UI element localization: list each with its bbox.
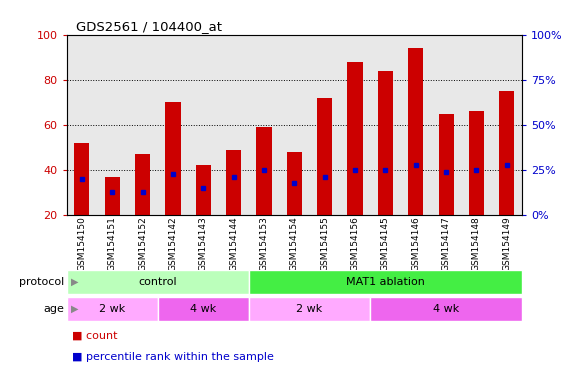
- Text: 2 wk: 2 wk: [99, 304, 125, 314]
- Bar: [287, 152, 302, 215]
- Text: ■ count: ■ count: [72, 331, 118, 341]
- Text: ▶: ▶: [71, 304, 79, 314]
- Text: ▶: ▶: [71, 277, 79, 287]
- Bar: [135, 154, 150, 215]
- Bar: [370, 297, 522, 321]
- Bar: [226, 150, 241, 215]
- Text: MAT1 ablation: MAT1 ablation: [346, 277, 425, 287]
- Bar: [195, 166, 211, 215]
- Bar: [256, 127, 271, 215]
- Text: age: age: [43, 304, 64, 314]
- Bar: [158, 297, 249, 321]
- Bar: [408, 48, 423, 215]
- Bar: [74, 143, 89, 215]
- Bar: [104, 177, 120, 215]
- Bar: [347, 62, 362, 215]
- Bar: [249, 270, 522, 294]
- Text: GDS2561 / 104400_at: GDS2561 / 104400_at: [76, 20, 222, 33]
- Bar: [249, 297, 370, 321]
- Bar: [499, 91, 514, 215]
- Text: ■ percentile rank within the sample: ■ percentile rank within the sample: [72, 352, 274, 362]
- Bar: [378, 71, 393, 215]
- Text: 4 wk: 4 wk: [433, 304, 459, 314]
- Bar: [67, 270, 249, 294]
- Bar: [317, 98, 332, 215]
- Text: control: control: [139, 277, 177, 287]
- Text: 4 wk: 4 wk: [190, 304, 216, 314]
- Bar: [67, 297, 158, 321]
- Text: protocol: protocol: [19, 277, 64, 287]
- Bar: [165, 102, 180, 215]
- Text: 2 wk: 2 wk: [296, 304, 322, 314]
- Bar: [438, 114, 454, 215]
- Bar: [469, 111, 484, 215]
